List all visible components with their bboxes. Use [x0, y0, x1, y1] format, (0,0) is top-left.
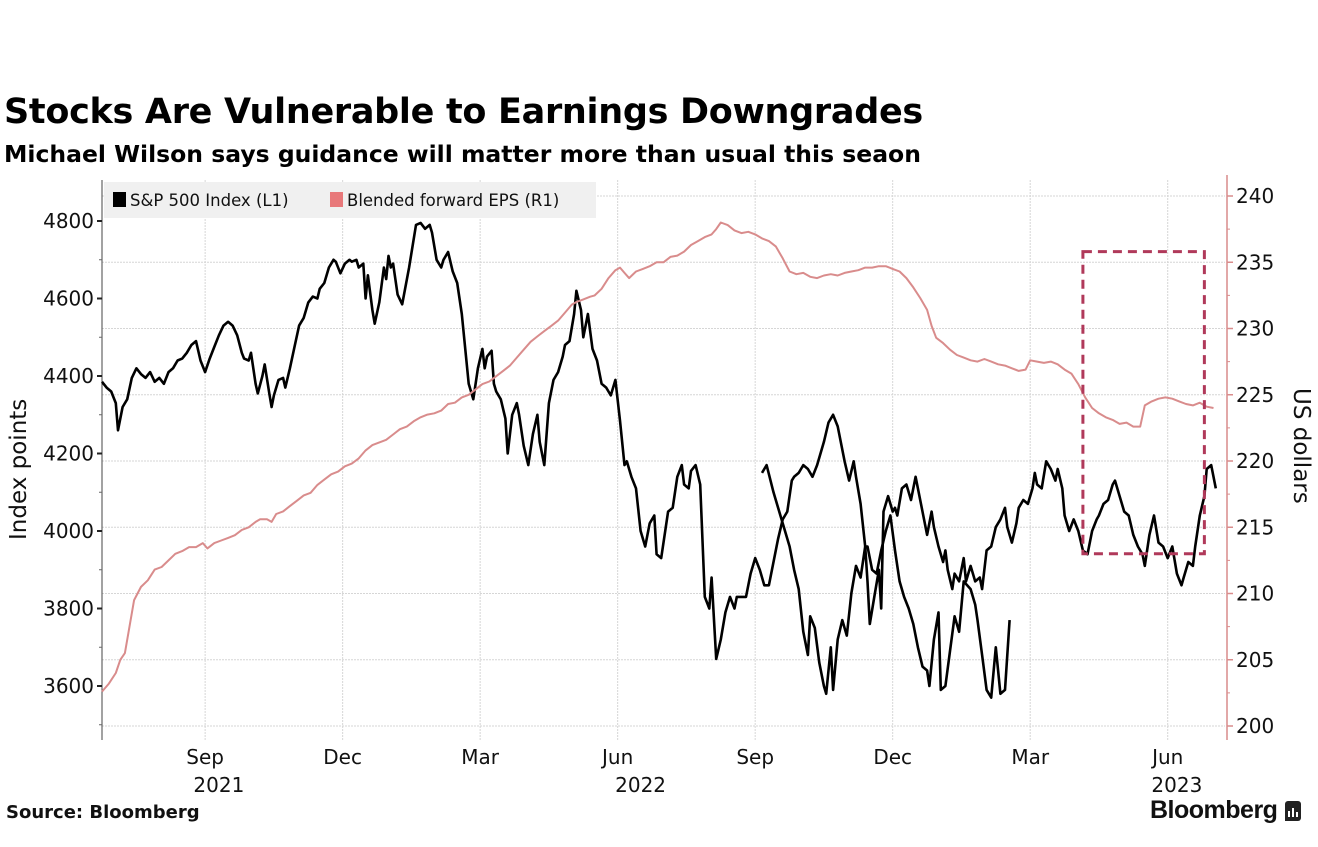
series-line-eps — [101, 221, 1214, 693]
right-axis-tick-label: 200 — [1236, 714, 1274, 738]
x-axis-tick-label: Dec — [323, 745, 362, 769]
x-axis-tick-label: Dec — [873, 745, 912, 769]
axes: 3600 3800 4000 4200 4400 4600 4800 200 205 210 215… — [43, 175, 1274, 797]
legend-label-sp500: S&P 500 Index (L1) — [130, 191, 289, 210]
annotation-layer — [1081, 250, 1206, 556]
series-line-sp500 — [760, 460, 1218, 696]
left-axis-tick-label: 3600 — [43, 674, 94, 698]
x-axis-tick-label: Sep — [186, 745, 224, 769]
x-axis-year-label: 2023 — [1151, 773, 1202, 797]
left-axis-tick-label: 4800 — [43, 209, 94, 233]
right-axis-title: US dollars — [1288, 388, 1314, 504]
highlight-box — [1081, 250, 1206, 556]
gridlines — [102, 180, 1225, 740]
chart-subtitle: Michael Wilson says guidance will matter… — [4, 140, 921, 168]
left-axis-tick-label: 4600 — [43, 287, 94, 311]
bloomberg-terminal-icon — [1285, 800, 1302, 821]
x-axis-year-label: 2022 — [615, 773, 666, 797]
left-axis-tick-label: 4200 — [43, 442, 94, 466]
right-axis-tick-label: 235 — [1236, 250, 1274, 274]
right-axis-tick-label: 225 — [1236, 383, 1274, 407]
x-axis-tick-label: Sep — [736, 745, 774, 769]
right-axis-tick-label: 240 — [1236, 184, 1274, 208]
x-axis-tick-label: Mar — [1011, 745, 1050, 769]
chart-title: Stocks Are Vulnerable to Earnings Downgr… — [4, 92, 923, 132]
left-axis-title: Index points — [6, 399, 32, 540]
series-line-sp500 — [100, 221, 1011, 699]
x-axis-tick-label: Jun — [600, 745, 633, 769]
x-axis-year-label: 2021 — [193, 773, 244, 797]
bloomberg-logo: Bloomberg — [1150, 796, 1302, 825]
x-axis-tick-label: Jun — [1150, 745, 1183, 769]
right-axis-tick-label: 215 — [1236, 515, 1274, 539]
right-axis-tick-label: 230 — [1236, 317, 1274, 341]
right-axis-tick-label: 220 — [1236, 449, 1274, 473]
legend-label-eps: Blended forward EPS (R1) — [347, 191, 559, 210]
series-layer — [100, 221, 1218, 699]
legend-swatch-eps — [330, 192, 343, 207]
legend: S&P 500 Index (L1) Blended forward EPS (… — [104, 182, 596, 218]
legend-swatch-sp500 — [113, 192, 126, 207]
legend-background — [104, 182, 596, 218]
source-label: Source: Bloomberg — [6, 802, 200, 823]
left-axis-tick-label: 4000 — [43, 519, 94, 543]
left-axis-tick-label: 4400 — [43, 364, 94, 388]
right-axis-tick-label: 210 — [1236, 582, 1274, 606]
left-axis-tick-label: 3800 — [43, 597, 94, 621]
logo-text: Bloomberg — [1150, 796, 1278, 824]
x-axis-tick-label: Mar — [461, 745, 500, 769]
right-axis-tick-label: 205 — [1236, 648, 1274, 672]
